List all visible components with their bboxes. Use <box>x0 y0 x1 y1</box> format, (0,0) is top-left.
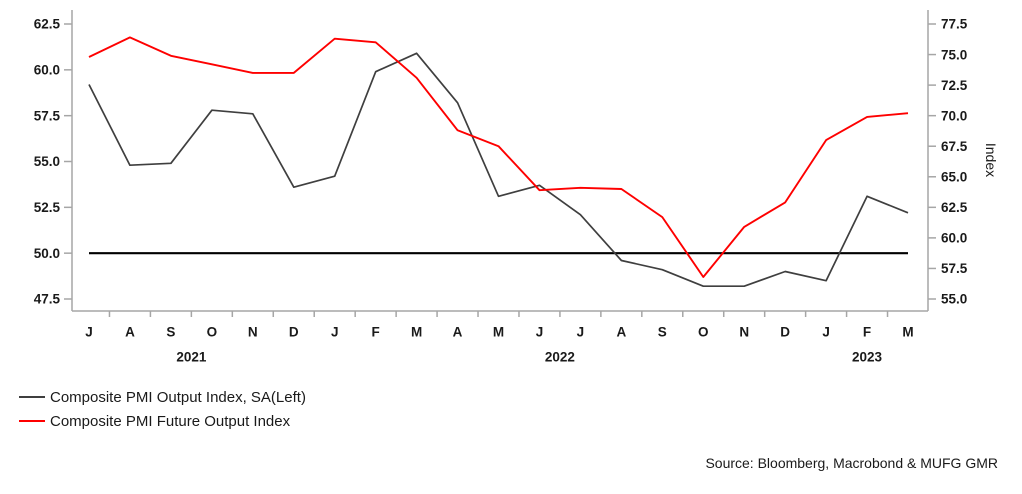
month-label: S <box>166 325 175 340</box>
month-label: J <box>536 325 544 340</box>
legend: Composite PMI Output Index, SA(Left) Com… <box>19 389 306 437</box>
right-axis-title: Index <box>983 143 999 177</box>
left-axis-tick-label: 55.0 <box>34 154 60 169</box>
left-axis-tick-label: 62.5 <box>34 17 61 32</box>
pmi-line-chart: 62.5 60.0 57.5 55.0 52.5 50.0 47.5 77.5 75.0 72.5… <box>34 10 999 365</box>
series-line-composite-pmi-output <box>88 52 909 288</box>
year-label: 2023 <box>852 350 883 365</box>
legend-label-future-output: Composite PMI Future Output Index <box>50 412 291 430</box>
month-label: O <box>207 325 218 340</box>
source-text: Source: Bloomberg, Macrobond & MUFG GMR <box>705 455 998 471</box>
right-axis-tick-label: 60.0 <box>941 231 967 246</box>
month-label: A <box>616 325 626 340</box>
left-axis-tick-label: 50.0 <box>34 246 60 261</box>
month-label: M <box>411 325 422 340</box>
month-label: N <box>739 325 749 340</box>
month-label: F <box>372 325 380 340</box>
legend-item-composite-pmi-future-output: Composite PMI Future Output Index <box>19 412 306 430</box>
month-label: J <box>331 325 339 340</box>
right-axis-tick-label: 57.5 <box>941 261 968 276</box>
right-axis-tick-label: 67.5 <box>941 139 968 154</box>
month-label: J <box>822 325 830 340</box>
series-line-composite-pmi-future-output <box>88 36 909 278</box>
month-label: M <box>493 325 504 340</box>
left-axis-tick-label: 57.5 <box>34 108 61 123</box>
month-label: O <box>698 325 709 340</box>
month-label: F <box>863 325 871 340</box>
month-label: S <box>658 325 667 340</box>
legend-swatch-future-output-line <box>19 420 45 422</box>
year-label: 2022 <box>545 350 575 365</box>
month-label: M <box>902 325 913 340</box>
right-axis-tick-label: 77.5 <box>941 17 968 32</box>
left-axis-tick-label: 52.5 <box>34 200 61 215</box>
right-axis-tick-label: 72.5 <box>941 78 968 93</box>
left-axis-tick-label: 47.5 <box>34 292 61 307</box>
legend-item-composite-pmi-output: Composite PMI Output Index, SA(Left) <box>19 388 306 406</box>
legend-swatch-output-line <box>19 396 45 398</box>
month-label: A <box>125 325 135 340</box>
right-axis-tick-label: 70.0 <box>941 108 967 123</box>
month-label: J <box>577 325 585 340</box>
right-axis-tick-label: 55.0 <box>941 292 967 307</box>
year-label: 2021 <box>176 350 207 365</box>
month-label: A <box>453 325 463 340</box>
left-axis-tick-label: 60.0 <box>34 63 60 78</box>
legend-label-output: Composite PMI Output Index, SA(Left) <box>50 388 306 406</box>
month-label: D <box>780 325 790 340</box>
right-axis-tick-label: 75.0 <box>941 47 967 62</box>
right-axis-tick-label: 65.0 <box>941 170 967 185</box>
month-label: N <box>248 325 258 340</box>
right-axis-tick-label: 62.5 <box>941 200 968 215</box>
month-label: J <box>85 325 93 340</box>
month-label: D <box>289 325 299 340</box>
